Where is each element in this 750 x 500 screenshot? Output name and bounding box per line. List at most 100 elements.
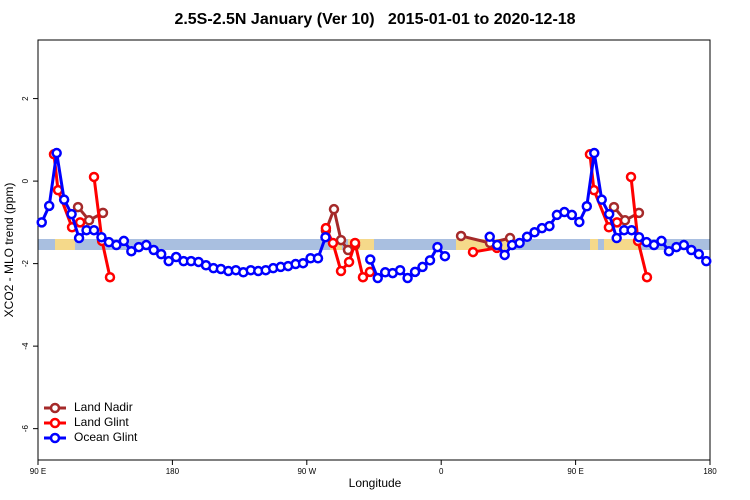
land-band — [590, 239, 598, 250]
chart-title: 2.5S-2.5N January (Ver 10) 2015-01-01 to… — [174, 11, 575, 28]
data-point — [365, 254, 376, 265]
data-point — [581, 201, 593, 212]
data-point — [608, 201, 620, 213]
data-point — [104, 271, 116, 283]
data-point — [432, 241, 443, 253]
data-point — [312, 253, 324, 264]
data-point — [402, 272, 413, 284]
land-band — [456, 239, 514, 250]
data-point — [357, 271, 369, 283]
data-point — [163, 255, 174, 267]
data-point — [574, 216, 585, 228]
legend-marker — [49, 432, 61, 444]
data-point — [625, 171, 637, 183]
x-tick-label: 90 E — [567, 467, 583, 476]
y-tick-label: -4 — [21, 342, 30, 350]
land-band — [348, 239, 374, 250]
x-tick-label: 180 — [166, 467, 180, 476]
data-point — [349, 237, 361, 249]
data-point — [603, 208, 615, 220]
data-point — [58, 194, 70, 205]
x-tick-label: 180 — [703, 467, 717, 476]
series — [36, 147, 712, 284]
data-point — [455, 230, 467, 242]
data-point — [327, 237, 339, 249]
data-point — [641, 271, 653, 283]
data-point — [83, 215, 95, 226]
legend-label: Land Glint — [74, 415, 129, 429]
data-point — [484, 231, 495, 243]
land-band — [55, 239, 75, 250]
data-point — [72, 201, 84, 213]
legend-marker — [49, 402, 61, 414]
data-point — [544, 220, 555, 232]
data-point — [678, 239, 690, 251]
data-point — [328, 203, 340, 215]
data-point — [514, 237, 525, 249]
plot-frame — [37, 39, 711, 461]
legend-label: Ocean Glint — [74, 430, 138, 444]
data-point — [43, 200, 55, 212]
data-point — [467, 246, 479, 258]
data-point — [626, 224, 637, 236]
data-point — [170, 251, 182, 263]
data-point — [439, 250, 451, 262]
data-point — [394, 264, 406, 276]
data-point — [96, 231, 107, 243]
data-point — [611, 232, 622, 244]
land-band — [604, 239, 640, 250]
data-point — [118, 235, 130, 247]
data-point — [589, 147, 600, 159]
data-point — [663, 245, 675, 257]
data-point — [74, 217, 86, 228]
data-point — [155, 248, 167, 260]
data-point — [417, 261, 428, 273]
data-point — [343, 256, 355, 268]
data-point — [491, 239, 503, 251]
data-point — [701, 255, 712, 267]
data-point — [88, 171, 100, 183]
data-point — [148, 244, 159, 256]
data-point — [424, 255, 436, 266]
data-point — [499, 249, 510, 261]
data-point — [521, 231, 533, 243]
data-point — [320, 222, 332, 234]
data-point — [619, 215, 631, 226]
data-point — [686, 244, 697, 256]
x-tick-label: 90 W — [297, 467, 316, 476]
data-point — [66, 208, 77, 220]
y-tick-label: -2 — [21, 260, 30, 268]
data-point — [693, 248, 705, 260]
data-point — [409, 266, 421, 278]
data-point — [126, 245, 137, 257]
data-point — [529, 227, 540, 238]
data-point — [596, 194, 607, 205]
data-point — [335, 234, 347, 246]
data-point — [141, 239, 152, 251]
y-tick-label: -6 — [21, 425, 30, 433]
x-tick-label: 90 E — [30, 467, 46, 476]
legend-label: Land Nadir — [74, 400, 133, 414]
data-point — [73, 232, 85, 244]
data-point — [566, 209, 578, 221]
data-point — [372, 272, 383, 284]
data-point — [656, 235, 667, 247]
y-tick-label: 2 — [21, 96, 30, 101]
data-point — [633, 231, 645, 243]
data-point — [588, 184, 600, 196]
data-point — [320, 231, 331, 243]
data-point — [51, 147, 62, 159]
legend-marker — [49, 417, 61, 429]
data-point — [111, 239, 122, 251]
data-point — [648, 239, 660, 251]
data-point — [88, 224, 100, 236]
x-axis-label: Longitude — [349, 476, 402, 490]
y-tick-label: 0 — [21, 178, 30, 183]
data-point — [297, 257, 309, 269]
x-tick-label: 0 — [439, 467, 444, 476]
data-point — [36, 217, 47, 228]
data-point — [335, 265, 347, 277]
y-axis-label: XCO2 - MLO trend (ppm) — [2, 183, 16, 318]
